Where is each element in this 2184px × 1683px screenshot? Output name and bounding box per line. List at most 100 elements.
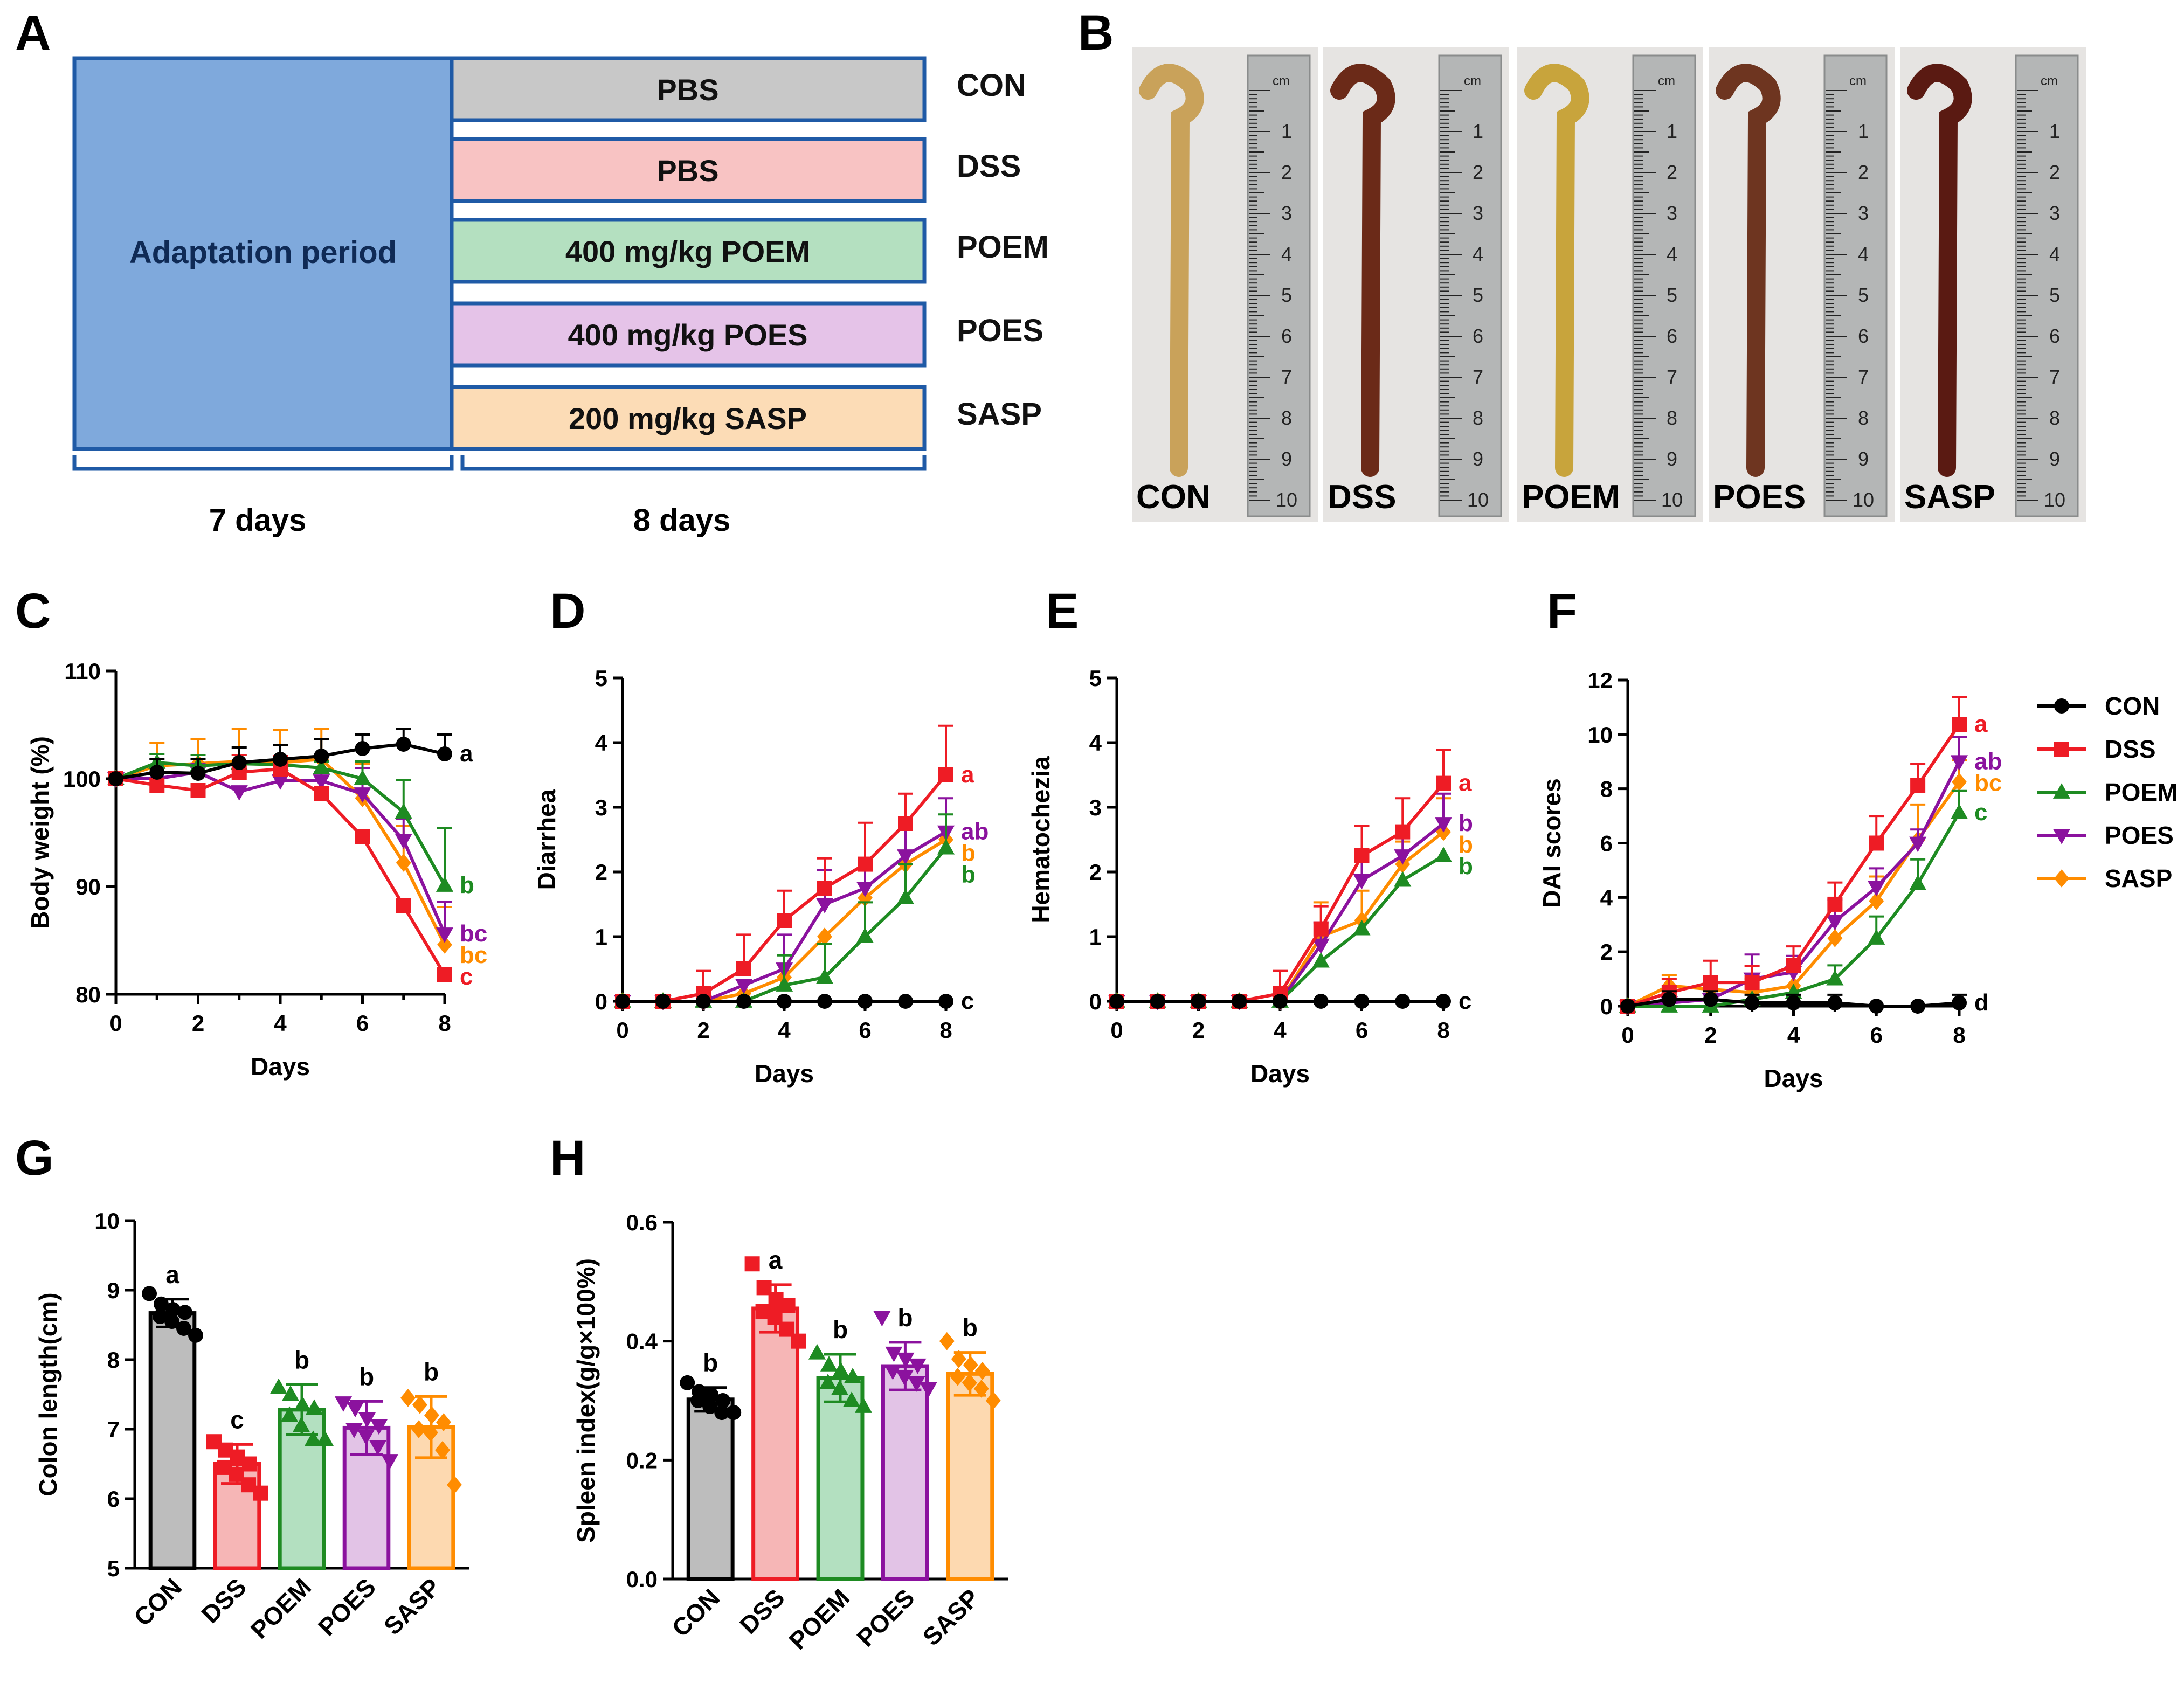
panel-letter-d: D	[550, 584, 585, 639]
x-axis-label: Days	[251, 1052, 310, 1081]
significance-letter: b	[359, 1362, 374, 1390]
treatment-label-poem: 400 mg/kg POEM	[565, 234, 810, 268]
ruler-unit: cm	[2041, 74, 2058, 88]
data-point-con	[1436, 994, 1451, 1009]
series-con	[1109, 994, 1451, 1009]
individual-point	[292, 1416, 310, 1432]
ruler	[1823, 54, 1888, 517]
panel-letter-c: C	[15, 584, 51, 639]
data-point-con	[696, 994, 711, 1009]
data-point-dss	[817, 881, 832, 896]
colon-specimen	[1716, 64, 1781, 477]
individual-point	[819, 1374, 837, 1389]
photo-label-poes: POES	[1713, 479, 1806, 516]
data-point-con	[314, 749, 329, 764]
data-point-dss	[777, 913, 792, 928]
series-con	[108, 728, 452, 786]
ruler-number: 9	[1858, 448, 1869, 470]
ruler-number: 7	[1667, 366, 1677, 388]
data-point-con	[938, 994, 953, 1009]
ruler-number: 2	[1858, 161, 1869, 183]
x-tick-label: 4	[274, 1010, 287, 1036]
data-point-poes	[230, 785, 248, 801]
duration-7-days: 7 days	[209, 503, 307, 538]
bar-dss	[751, 1306, 800, 1581]
data-point-poes	[735, 979, 753, 994]
bar-poes	[881, 1364, 929, 1581]
individual-point	[744, 1256, 760, 1272]
colon-specimen	[1907, 64, 1972, 477]
data-point-con	[1150, 994, 1165, 1009]
data-point-poem	[436, 876, 454, 892]
ruler-number: 9	[1281, 448, 1292, 470]
legend-label-poes: POES	[2105, 821, 2174, 849]
data-point-con	[858, 994, 873, 1009]
ruler-number: 4	[1667, 243, 1677, 265]
adaptation-period-label: Adaptation period	[129, 235, 397, 270]
data-point-dss	[858, 856, 873, 872]
group-label-poem: POEM	[957, 230, 1049, 265]
y-tick-label: 0	[1089, 989, 1102, 1014]
data-point-dss	[1827, 896, 1843, 912]
x-tick-label: 4	[1274, 1017, 1287, 1043]
treatment-box-con	[450, 56, 927, 122]
ruler-number: 1	[1667, 120, 1677, 142]
x-tick-label: 2	[192, 1010, 204, 1036]
individual-point	[293, 1396, 312, 1411]
bar-poem	[278, 1408, 326, 1570]
bar-group-sasp: b SASP	[378, 1358, 462, 1640]
y-tick-label: 2	[1089, 860, 1102, 885]
data-point-dss	[938, 767, 953, 782]
data-point-poem	[856, 927, 874, 943]
data-point-con	[1620, 999, 1635, 1014]
treatment-label-sasp: 200 mg/kg SASP	[569, 401, 807, 435]
individual-point	[400, 1389, 416, 1407]
ruler-number: 8	[2049, 407, 2060, 429]
individual-point	[346, 1402, 364, 1418]
data-point-con	[655, 994, 671, 1009]
data-point-poes	[313, 774, 330, 790]
ruler-number: 4	[2049, 243, 2060, 265]
individual-point	[885, 1346, 903, 1362]
individual-point	[854, 1397, 873, 1413]
category-label-poem: POEM	[245, 1573, 317, 1644]
photo-poes: cm 1 2 3 4 5 6 7 8 9 10 POES	[1709, 47, 1895, 522]
legend-item-poem: POEM	[2037, 778, 2178, 806]
individual-point	[165, 1302, 181, 1318]
individual-point	[435, 1440, 450, 1459]
bar-poem	[816, 1376, 865, 1581]
individual-point	[726, 1405, 742, 1421]
ruler-number: 10	[1853, 489, 1874, 511]
category-label-dss: DSS	[734, 1583, 790, 1639]
ruler-number: 8	[1667, 407, 1677, 429]
x-tick-label: 4	[1787, 1022, 1800, 1048]
data-point-con	[1827, 995, 1843, 1010]
y-tick-label: 1	[595, 924, 607, 950]
significance-letter-sasp: bc	[460, 942, 487, 968]
individual-point	[280, 1406, 299, 1422]
data-point-poes	[896, 849, 915, 865]
y-tick-label: 2	[1600, 939, 1613, 965]
significance-letter: b	[833, 1315, 848, 1343]
x-tick-label: 0	[109, 1010, 122, 1036]
individual-point	[305, 1399, 323, 1415]
individual-point	[951, 1349, 966, 1368]
data-point-sasp	[1869, 892, 1884, 910]
photo-sasp: cm 1 2 3 4 5 6 7 8 9 10 SASP	[1900, 47, 2086, 522]
treatment-box-dss	[450, 137, 927, 203]
data-point-con	[1232, 994, 1247, 1009]
ruler-number: 7	[1473, 366, 1483, 388]
data-point-dss	[1703, 975, 1718, 991]
ruler-number: 3	[1281, 202, 1292, 224]
data-point-dss	[1354, 848, 1370, 863]
x-axis-label: Days	[755, 1059, 814, 1088]
data-point-poem	[1868, 929, 1885, 945]
data-point-poes	[271, 774, 289, 790]
treatment-label-poes: 400 mg/kg POES	[568, 318, 807, 352]
individual-point	[842, 1391, 861, 1407]
ruler-number: 3	[1667, 202, 1677, 224]
ruler-number: 5	[1667, 284, 1677, 306]
individual-point	[177, 1305, 192, 1320]
significance-letter: b	[424, 1358, 439, 1386]
